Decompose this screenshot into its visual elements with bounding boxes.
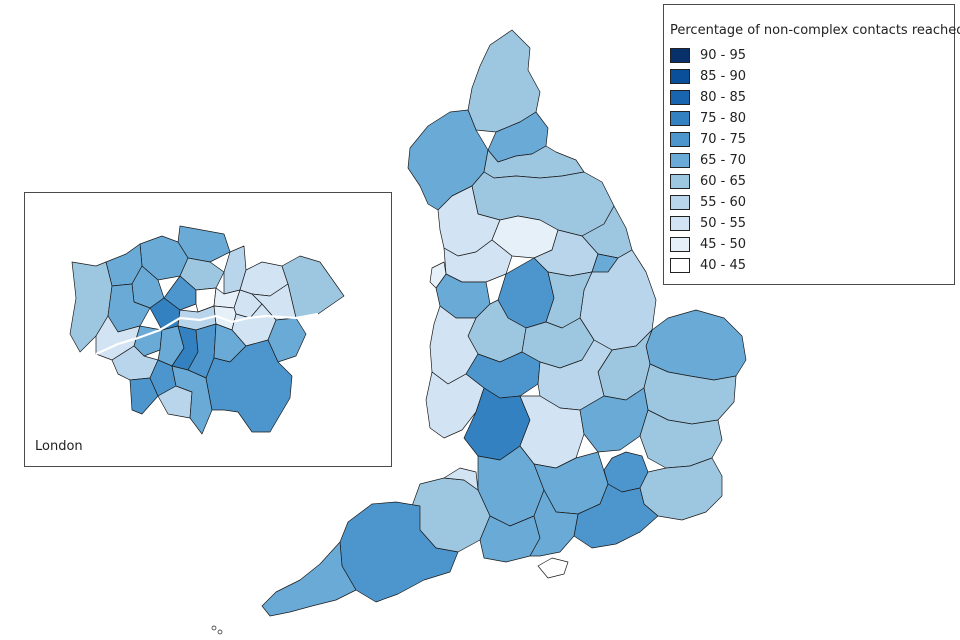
legend-item: 55 - 60 [670,194,746,210]
legend-swatch [670,257,690,273]
legend-swatch [670,110,690,126]
london-inset-frame: London [24,192,392,467]
legend-swatch [670,173,690,189]
legend-label: 40 - 45 [700,257,747,273]
region-north-lincolnshire[interactable] [591,253,619,273]
legend-item: 90 - 95 [670,47,746,63]
legend-label: 90 - 95 [700,47,747,63]
river-thames [95,312,319,356]
legend-label: 75 - 80 [700,110,747,126]
legend-label: 80 - 85 [700,89,747,105]
legend-swatch [670,68,690,84]
legend-swatch [670,215,690,231]
legend-label: 60 - 65 [700,173,747,189]
legend-item: 45 - 50 [670,236,746,252]
legend-label: 65 - 70 [700,152,747,168]
legend-swatch [670,152,690,168]
legend-label: 85 - 90 [700,68,747,84]
borough-hammersmith[interactable] [133,325,163,357]
region-herefordshire[interactable] [425,371,485,439]
map-legend: Percentage of non-complex contacts reach… [663,4,960,285]
legend-swatch [670,131,690,147]
borough-kingston[interactable] [129,377,159,415]
legend-swatch [670,194,690,210]
legend-label: 45 - 50 [700,236,747,252]
legend-item: 85 - 90 [670,68,746,84]
region-sussex[interactable] [573,483,659,549]
region-bristol[interactable] [443,467,479,491]
legend-item: 65 - 70 [670,152,746,168]
legend-item: 50 - 55 [670,215,746,231]
region-northamptonshire[interactable] [537,339,613,411]
region-isle-of-wight[interactable] [537,557,569,579]
legend-label: 55 - 60 [700,194,747,210]
london-inset-regions [69,225,345,435]
legend-swatch [670,236,690,252]
region-isles-of-scilly-1[interactable] [211,625,217,631]
borough-bromley[interactable] [205,339,293,433]
legend-swatch [670,89,690,105]
legend-item: 70 - 75 [670,131,746,147]
region-cornwall[interactable] [261,541,357,617]
legend-swatch [670,47,690,63]
legend-label: 70 - 75 [700,131,747,147]
region-hampshire[interactable] [529,489,579,557]
inset-label-london: London [35,439,83,454]
legend-item: 40 - 45 [670,257,746,273]
region-isles-of-scilly-2[interactable] [217,629,223,635]
legend-title: Percentage of non-complex contacts reach… [670,23,960,38]
england-regions [211,29,747,635]
legend-label: 50 - 55 [700,215,747,231]
legend-item: 75 - 80 [670,110,746,126]
region-merseyside[interactable] [429,261,447,289]
legend-item: 60 - 65 [670,173,746,189]
legend-item: 80 - 85 [670,89,746,105]
